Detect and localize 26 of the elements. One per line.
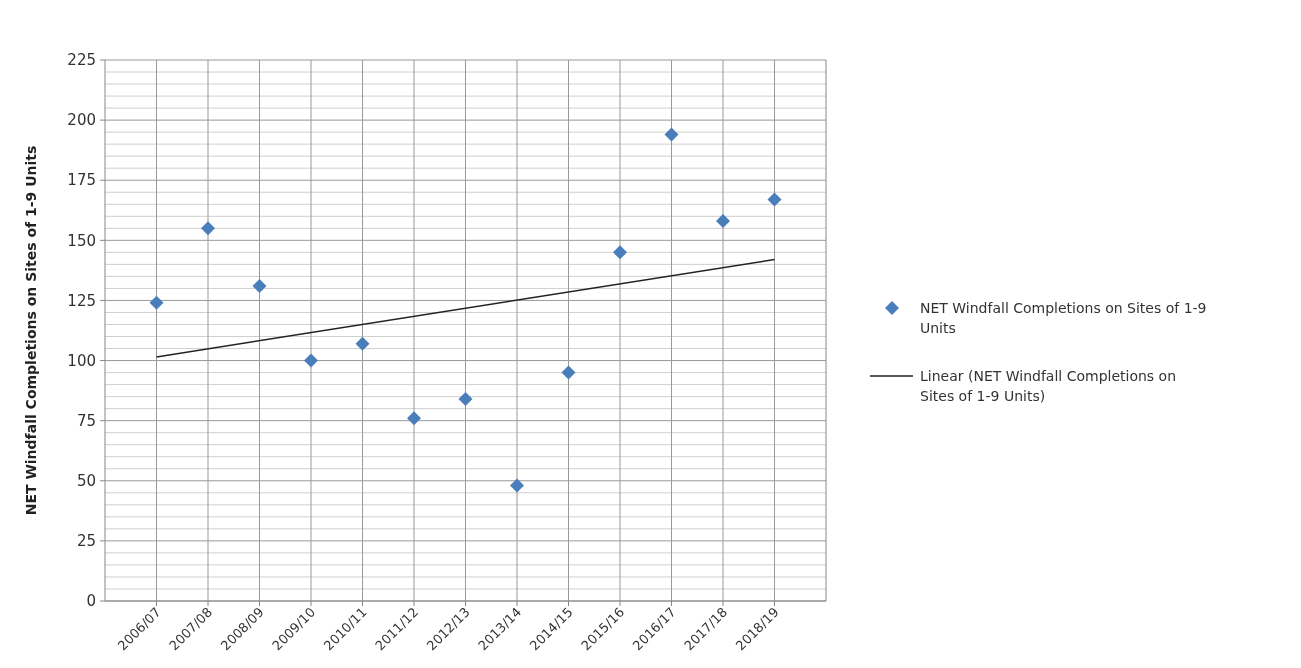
y-tick-label: 25 [76,532,96,551]
y-tick-label: 225 [67,51,96,70]
legend-label: Linear (NET Windfall Completions on Sites of 1-9 Units) [920,367,1177,404]
y-tick-label: 50 [76,472,96,491]
point [201,221,215,236]
y-tick-label: 200 [67,111,96,130]
point [304,353,318,368]
point [407,411,421,426]
point [149,295,164,310]
point [767,192,782,207]
y-tick-label: 125 [67,291,96,310]
point [561,365,576,380]
y-tick-label: 0 [86,592,96,611]
point [458,392,473,407]
point [716,214,730,229]
y-tick-label: 175 [67,171,96,190]
point [510,478,524,493]
point [355,336,370,351]
point [252,279,267,294]
point [613,245,627,260]
y-tick-label: 150 [67,231,96,250]
y-tick-label: 100 [67,351,96,370]
point [664,127,679,142]
y-axis-title: NET Windfall Completions on Sites of 1-9 Units [23,145,39,516]
legend-label: NET Windfall Completions on Sites of 1-9 Units [920,299,1207,336]
y-tick-label: 75 [76,411,96,430]
